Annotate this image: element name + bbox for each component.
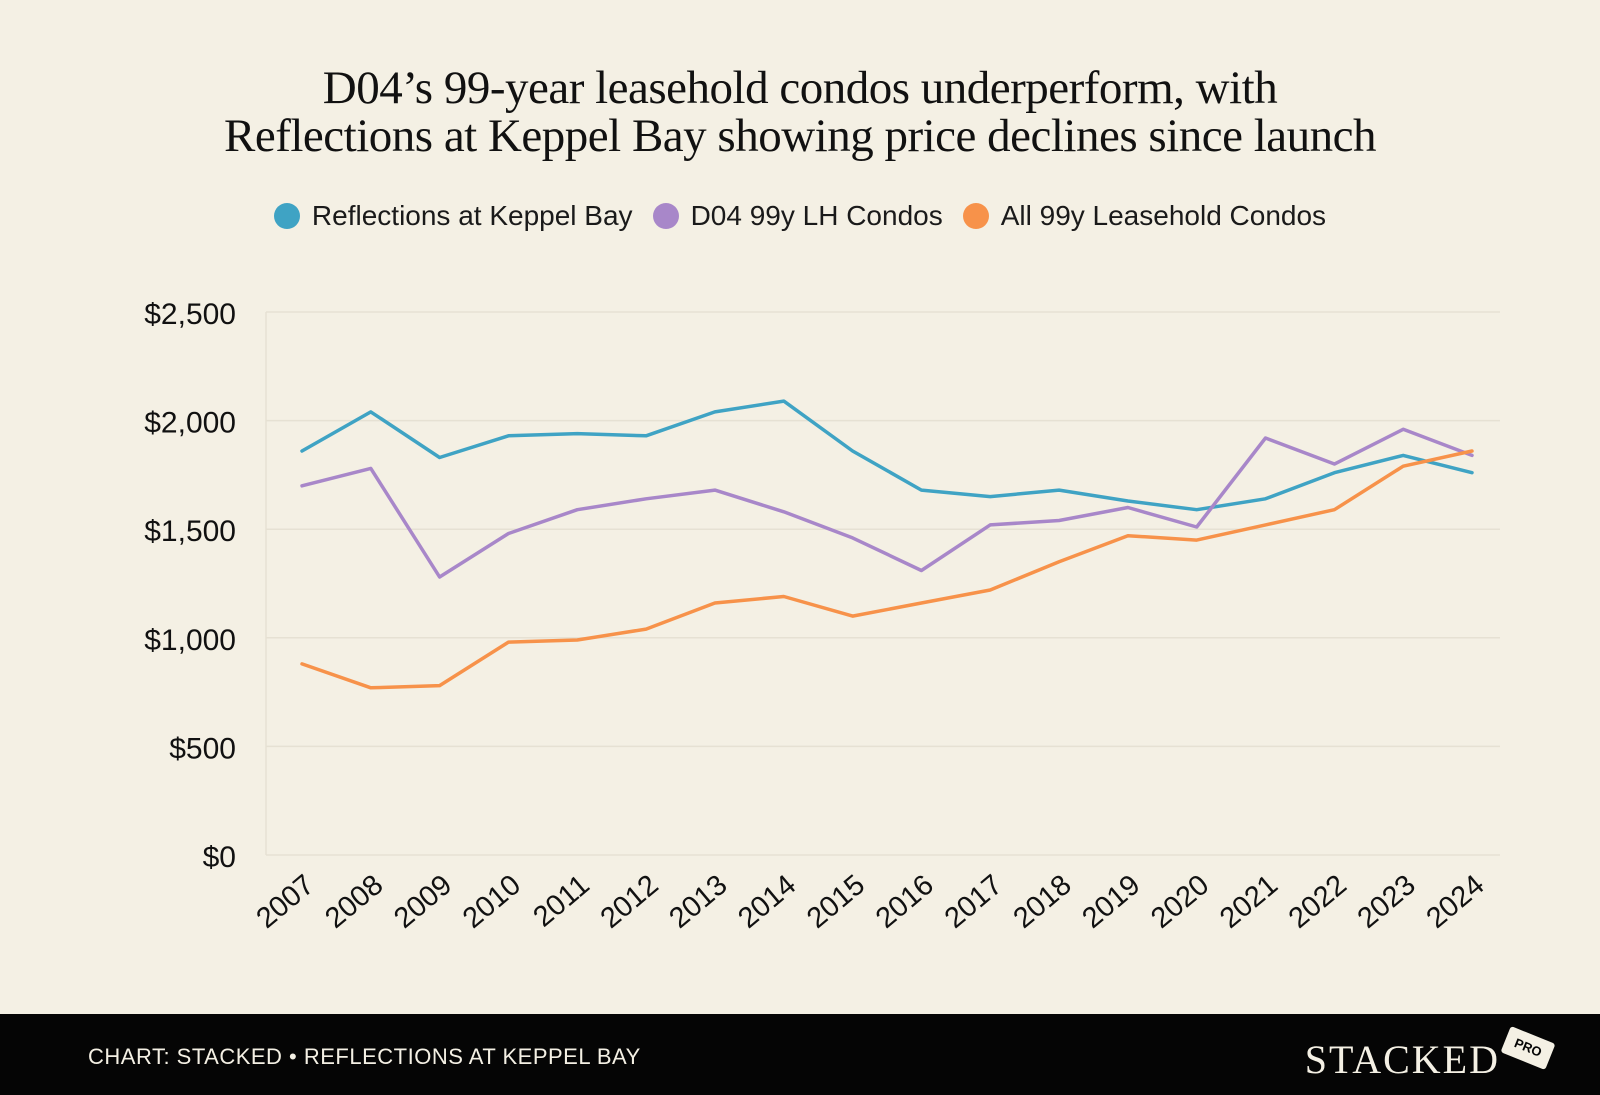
chart-title: D04’s 99-year leasehold condos underperf… — [0, 64, 1600, 160]
legend-label-d04: D04 99y LH Condos — [690, 200, 943, 231]
legend-label-all-99y: All 99y Leasehold Condos — [1000, 200, 1327, 231]
line-chart: $0$500$1,000$1,500$2,000$2,5002007200820… — [144, 298, 1500, 935]
x-tick-label-2009: 2009 — [388, 869, 458, 935]
legend-item-d04: D04 99y LH Condos — [652, 200, 943, 232]
y-tick-label-0: $0 — [203, 841, 236, 874]
series-line-d04 — [300, 427, 1474, 579]
legend-label-reflections: Reflections at Keppel Bay — [311, 200, 633, 231]
legend-dot-all-99y — [962, 203, 989, 229]
y-tick-label-1500: $1,500 — [144, 515, 236, 548]
x-tick-label-2007: 2007 — [251, 869, 321, 935]
legend-dot-reflections — [273, 203, 300, 229]
x-tick-label-2015: 2015 — [801, 869, 871, 935]
series-line-reflections — [300, 399, 1474, 512]
brand-logo: STACKED — [1304, 1037, 1500, 1082]
x-tick-label-2014: 2014 — [732, 869, 802, 935]
x-tick-label-2022: 2022 — [1283, 869, 1353, 935]
x-tick-label-2023: 2023 — [1352, 869, 1422, 935]
y-tick-label-2500: $2,500 — [144, 298, 236, 331]
x-tick-label-2011: 2011 — [527, 869, 595, 934]
x-tick-label-2024: 2024 — [1421, 869, 1491, 935]
legend-item-all-99y: All 99y Leasehold Condos — [962, 200, 1327, 232]
y-tick-label-2000: $2,000 — [144, 407, 236, 440]
x-tick-label-2012: 2012 — [595, 869, 665, 935]
y-tick-label-1000: $1,000 — [144, 624, 236, 657]
chart-title-line-2: Reflections at Keppel Bay showing price … — [224, 110, 1376, 162]
x-tick-label-2008: 2008 — [319, 869, 389, 935]
x-tick-label-2019: 2019 — [1076, 869, 1146, 935]
chart-legend: Reflections at Keppel Bay D04 99y LH Con… — [0, 200, 1600, 232]
x-tick-label-2016: 2016 — [870, 869, 940, 935]
footer-bar: CHART: STACKED • REFLECTIONS AT KEPPEL B… — [0, 1014, 1600, 1095]
x-tick-label-2013: 2013 — [663, 869, 733, 935]
x-tick-label-2010: 2010 — [457, 869, 527, 935]
legend-dot-d04 — [652, 203, 679, 229]
series-line-all-99y — [300, 449, 1474, 690]
x-tick-label-2017: 2017 — [939, 869, 1009, 935]
y-tick-label-500: $500 — [169, 732, 236, 765]
brand-pro-tag: PRO — [1500, 1026, 1556, 1070]
x-tick-label-2020: 2020 — [1145, 869, 1215, 935]
chart-source: CHART: STACKED • REFLECTIONS AT KEPPEL B… — [88, 1044, 641, 1069]
x-tick-label-2018: 2018 — [1008, 869, 1078, 935]
legend-item-reflections: Reflections at Keppel Bay — [273, 200, 633, 232]
x-tick-label-2021: 2021 — [1214, 869, 1284, 935]
chart-title-line-1: D04’s 99-year leasehold condos underperf… — [322, 62, 1278, 114]
